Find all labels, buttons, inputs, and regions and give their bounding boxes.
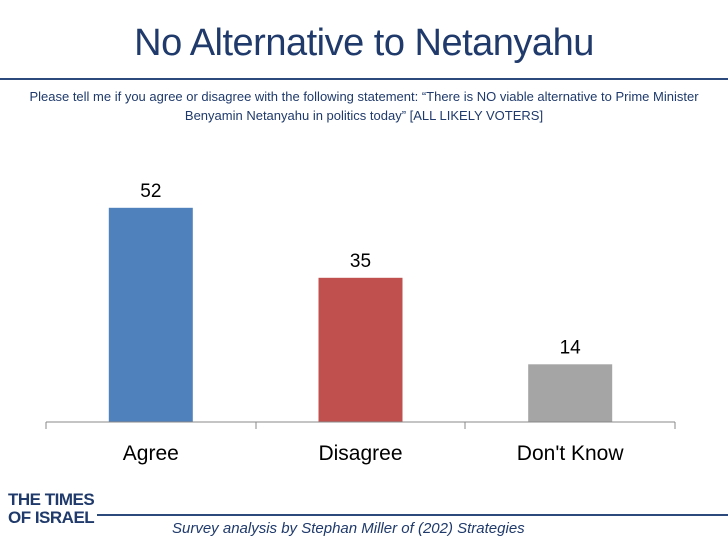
chart-title: No Alternative to Netanyahu: [134, 22, 594, 64]
chart-subtitle: Please tell me if you agree or disagree …: [29, 89, 699, 123]
bar-don-t-know: [528, 364, 613, 422]
bar-value-label: 14: [560, 337, 582, 358]
footer-divider: [97, 514, 728, 516]
logo-line-2: OF ISRAEL: [8, 508, 95, 527]
bar-agree: [108, 207, 193, 422]
bar-value-label: 35: [350, 251, 371, 272]
footer-credit: Survey analysis by Stephan Miller of (20…: [172, 520, 525, 537]
times-of-israel-logo: THE TIMES OF ISRAEL: [8, 490, 95, 527]
title-divider: [0, 78, 728, 80]
logo-line-1: THE TIMES: [8, 490, 95, 509]
category-label: Disagree: [318, 442, 402, 465]
bar-value-label: 52: [140, 181, 161, 202]
category-label: Agree: [123, 442, 179, 465]
bar-disagree: [318, 277, 403, 422]
category-label: Don't Know: [517, 442, 625, 465]
